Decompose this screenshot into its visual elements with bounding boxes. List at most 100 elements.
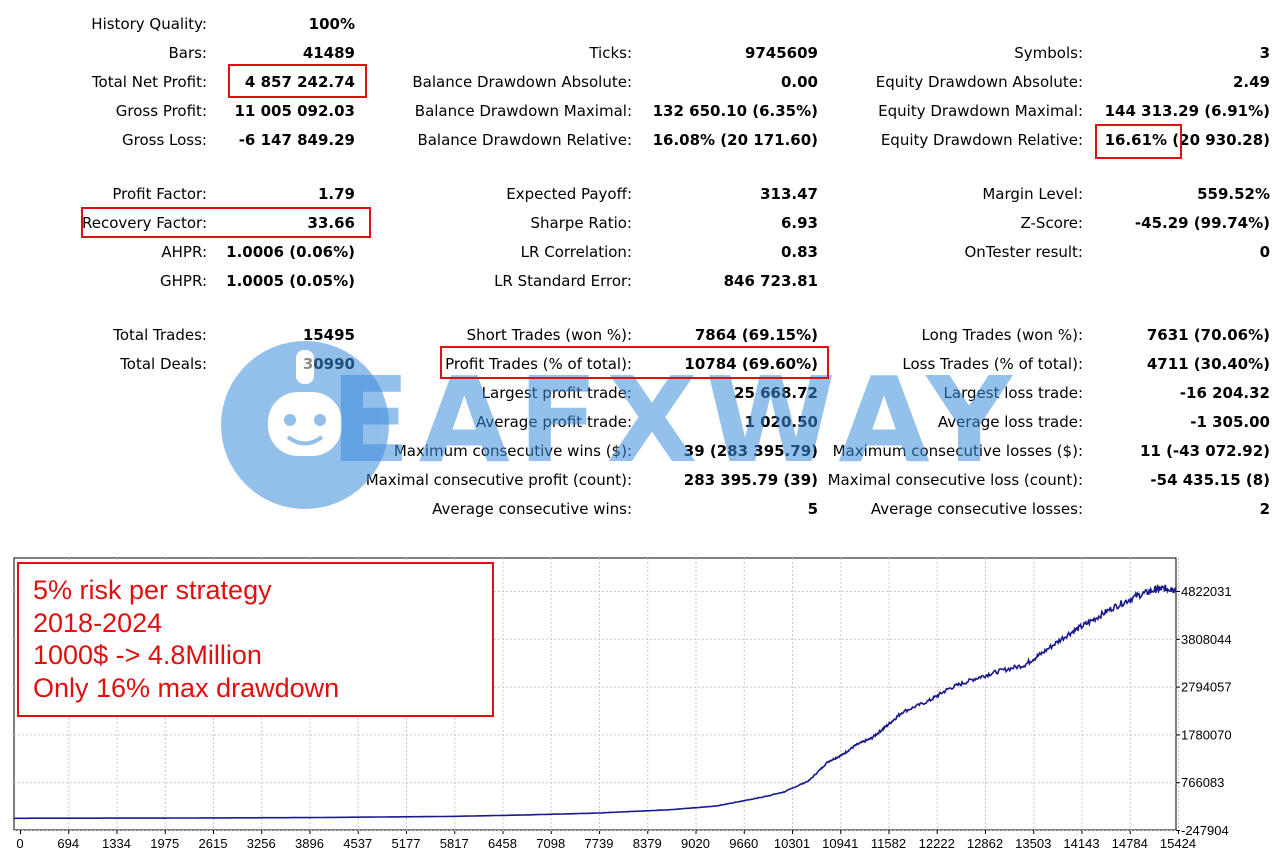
value-ghpr: 1.0005 (0.05%) [226,272,355,290]
value-balance-drawdown-absolute: 0.00 [780,73,818,91]
label-profit-factor: Profit Factor: [112,185,207,203]
y-tick-label: -247904 [1181,823,1229,838]
x-tick-label: 8379 [633,836,662,851]
label-average-consecutive-wins: Average consecutive wins: [432,500,632,518]
value-history-quality: 100% [308,15,355,33]
value-total-trades: 15495 [302,326,355,344]
value-maximum-consecutive-losses: 11 (-43 072.92) [1139,442,1270,460]
label-largest-profit-trade: Largest profit trade: [481,384,632,402]
label-ontester-result: OnTester result: [964,243,1083,261]
value-gross-profit: 11 005 092.03 [234,102,355,120]
value-loss-trades-of-total: 4711 (30.40%) [1146,355,1270,373]
value-ticks: 9745609 [744,44,818,62]
label-ghpr: GHPR: [160,272,207,290]
x-tick-label: 2615 [199,836,228,851]
label-loss-trades-of-total: Loss Trades (% of total): [902,355,1083,373]
x-tick-label: 14143 [1063,836,1099,851]
label-profit-trades-of-total: Profit Trades (% of total): [445,355,632,373]
value-symbols: 3 [1259,44,1270,62]
label-gross-profit: Gross Profit: [115,102,207,120]
value-total-net-profit: 4 857 242.74 [244,73,355,91]
x-tick-label: 0 [16,836,23,851]
value-ahpr: 1.0006 (0.06%) [226,243,355,261]
value-average-loss-trade: -1 305.00 [1190,413,1270,431]
x-tick-label: 15424 [1160,836,1196,851]
label-equity-drawdown-absolute: Equity Drawdown Absolute: [875,73,1083,91]
y-tick-label: 3808044 [1181,632,1232,647]
label-history-quality: History Quality: [91,15,207,33]
x-tick-label: 12222 [919,836,955,851]
note-line-4: Only 16% max drawdown [33,672,340,703]
value-equity-drawdown-absolute: 2.49 [1232,73,1270,91]
value-lr-correlation: 0.83 [780,243,818,261]
value-balance-drawdown-maximal: 132 650.10 (6.35%) [652,102,818,120]
value-profit-trades-of-total: 10784 (69.60%) [684,355,818,373]
x-tick-label: 10301 [774,836,810,851]
label-equity-drawdown-maximal: Equity Drawdown Maximal: [878,102,1083,120]
value-balance-drawdown-relative: 16.08% (20 171.60) [652,131,818,149]
x-tick-label: 9020 [681,836,710,851]
label-expected-payoff: Expected Payoff: [506,185,632,203]
x-tick-label: 6458 [488,836,517,851]
x-tick-label: 4537 [343,836,372,851]
x-tick-label: 3896 [295,836,324,851]
x-tick-label: 9660 [729,836,758,851]
value-sharpe-ratio: 6.93 [780,214,818,232]
label-ahpr: AHPR: [161,243,207,261]
note-line-1: 5% risk per strategy [33,575,272,605]
value-recovery-factor: 33.66 [307,214,355,232]
label-symbols: Symbols: [1014,44,1083,62]
value-maximal-consecutive-loss-count: -54 435.15 (8) [1150,471,1270,489]
label-sharpe-ratio: Sharpe Ratio: [530,214,632,232]
y-tick-label: 766083 [1181,775,1224,790]
value-ontester-result: 0 [1259,243,1270,261]
label-average-loss-trade: Average loss trade: [937,413,1083,431]
label-largest-loss-trade: Largest loss trade: [943,384,1083,402]
label-lr-standard-error: LR Standard Error: [494,272,632,290]
label-maximum-consecutive-wins: Maximum consecutive wins ($): [393,442,632,460]
value-short-trades-won: 7864 (69.15%) [694,326,818,344]
label-short-trades-won: Short Trades (won %): [466,326,632,344]
value-maximal-consecutive-profit-count: 283 395.79 (39) [683,471,818,489]
y-tick-label: 2794057 [1181,680,1232,695]
label-maximal-consecutive-loss-count: Maximal consecutive loss (count): [827,471,1083,489]
label-maximum-consecutive-losses: Maximum consecutive losses ($): [832,442,1083,460]
x-tick-label: 13503 [1015,836,1051,851]
label-balance-drawdown-maximal: Balance Drawdown Maximal: [414,102,632,120]
x-tick-label: 1334 [102,836,131,851]
label-average-consecutive-losses: Average consecutive losses: [870,500,1083,518]
value-expected-payoff: 313.47 [760,185,818,203]
highlight-equity-dd-relative [1095,124,1182,159]
value-equity-drawdown-relative: 16.61% (20 930.28) [1104,131,1270,149]
x-tick-label: 694 [57,836,79,851]
label-equity-drawdown-relative: Equity Drawdown Relative: [880,131,1083,149]
x-tick-label: 7739 [585,836,614,851]
value-gross-loss: -6 147 849.29 [238,131,355,149]
label-average-profit-trade: Average profit trade: [475,413,632,431]
label-recovery-factor: Recovery Factor: [81,214,207,232]
y-tick-label: 1780070 [1181,727,1232,742]
label-total-trades: Total Trades: [113,326,207,344]
value-maximum-consecutive-wins: 39 (283 395.79) [683,442,818,460]
annotation-box: 5% risk per strategy 2018-2024 1000$ -> … [17,562,494,717]
highlight-profit-trades [440,346,829,379]
value-equity-drawdown-maximal: 144 313.29 (6.91%) [1104,102,1270,120]
x-tick-label: 14784 [1112,836,1148,851]
x-tick-label: 10941 [822,836,858,851]
label-total-deals: Total Deals: [120,355,207,373]
value-average-consecutive-wins: 5 [807,500,818,518]
value-largest-loss-trade: -16 204.32 [1179,384,1270,402]
value-bars: 41489 [302,44,355,62]
balance-line [14,583,1177,820]
label-maximal-consecutive-profit-count: Maximal consecutive profit (count): [365,471,632,489]
x-tick-label: 5177 [392,836,421,851]
value-average-profit-trade: 1 020.50 [744,413,818,431]
value-lr-standard-error: 846 723.81 [723,272,818,290]
label-ticks: Ticks: [589,44,632,62]
note-line-3: 1000$ -> 4.8Million [33,640,262,670]
x-tick-label: 12862 [967,836,1003,851]
value-largest-profit-trade: 25 668.72 [734,384,818,402]
value-long-trades-won: 7631 (70.06%) [1146,326,1270,344]
label-balance-drawdown-relative: Balance Drawdown Relative: [417,131,632,149]
highlight-total-net-profit [228,64,367,98]
